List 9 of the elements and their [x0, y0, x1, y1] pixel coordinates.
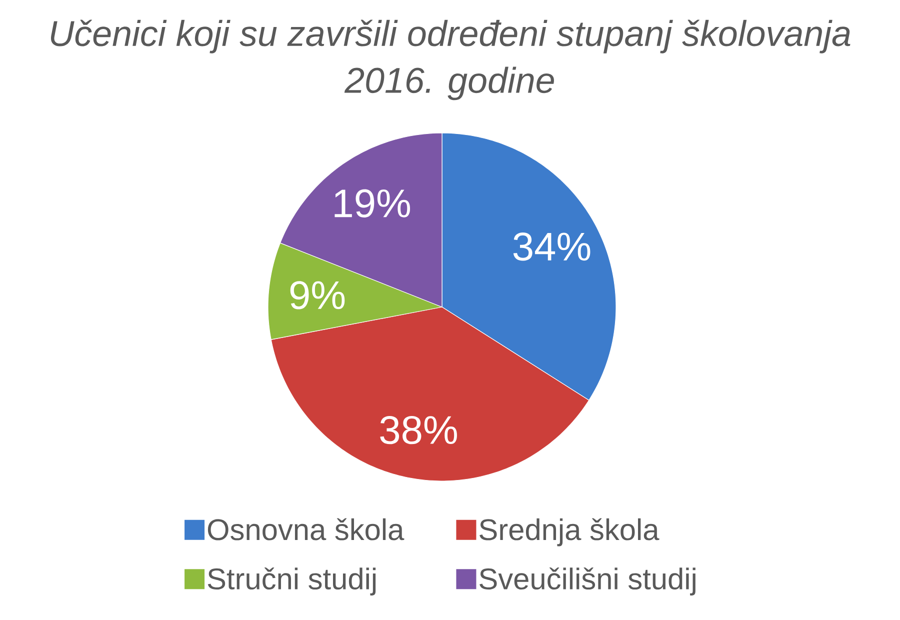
chart-title: Učenici koji su završili određeni stupanj školovanja 2016. godine [50, 20, 850, 100]
legend-label: Osnovna škola [208, 518, 404, 540]
data-label: 34% [513, 232, 590, 261]
legend-label: Stručni studij [208, 567, 376, 596]
data-label: 19% [334, 189, 410, 218]
legend-label: Sveučilišni studij [480, 567, 696, 596]
data-label: 9% [290, 281, 345, 310]
data-label: 38% [380, 416, 457, 444]
legend-label: Srednja škola [480, 518, 660, 546]
